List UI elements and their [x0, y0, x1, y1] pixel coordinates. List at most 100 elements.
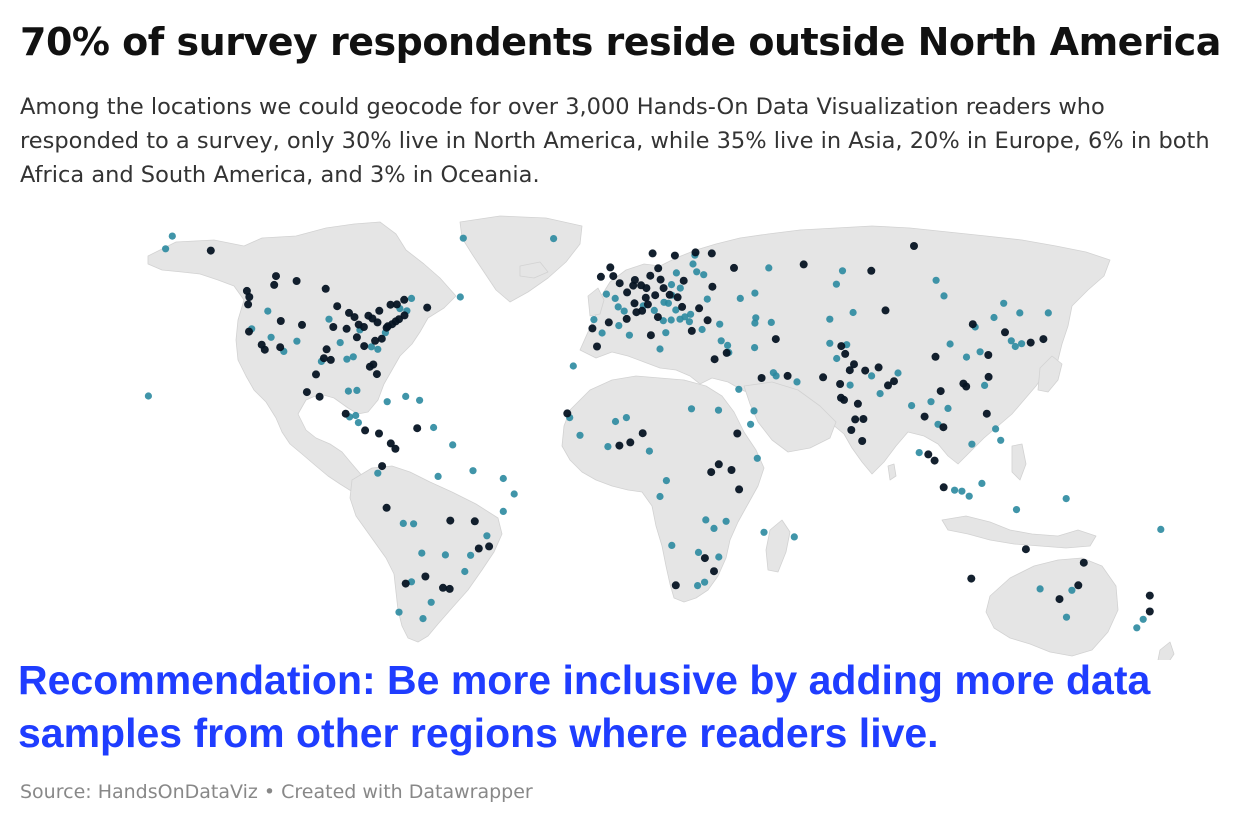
- survey-point: [691, 248, 700, 257]
- survey-point: [430, 423, 438, 432]
- survey-point: [371, 336, 380, 345]
- survey-point: [365, 362, 374, 371]
- new-zealand-shape: [1157, 641, 1175, 660]
- survey-point: [667, 281, 676, 289]
- survey-point: [668, 541, 676, 549]
- survey-point: [958, 487, 966, 495]
- survey-point: [1000, 299, 1008, 307]
- survey-point: [474, 544, 483, 553]
- survey-point: [890, 377, 898, 386]
- survey-point: [920, 412, 929, 421]
- survey-point: [402, 392, 410, 400]
- survey-point: [700, 554, 709, 563]
- survey-point: [648, 249, 657, 258]
- survey-point: [641, 293, 650, 302]
- survey-point: [651, 291, 660, 300]
- survey-point: [700, 271, 708, 279]
- survey-point: [707, 249, 716, 258]
- survey-point: [1007, 337, 1015, 345]
- survey-point: [767, 318, 775, 326]
- survey-point: [353, 386, 361, 394]
- survey-point: [751, 344, 759, 352]
- survey-point: [927, 398, 935, 406]
- survey-point: [695, 304, 704, 313]
- survey-point: [715, 553, 723, 561]
- survey-point: [662, 329, 670, 337]
- survey-point: [1157, 525, 1165, 533]
- survey-point: [859, 415, 868, 423]
- survey-point: [679, 276, 688, 285]
- survey-point: [510, 490, 518, 498]
- arabia-shape: [743, 381, 837, 453]
- survey-point: [319, 354, 328, 363]
- survey-point: [672, 306, 680, 314]
- survey-point: [837, 342, 846, 351]
- survey-point: [342, 324, 351, 333]
- south-america-shape: [349, 465, 503, 643]
- survey-point: [984, 372, 993, 381]
- survey-point: [499, 507, 507, 515]
- survey-point: [593, 342, 601, 351]
- survey-point: [386, 439, 395, 448]
- survey-point: [693, 268, 701, 276]
- survey-point: [373, 318, 382, 327]
- survey-point: [751, 289, 759, 297]
- survey-point: [395, 608, 403, 616]
- survey-point: [378, 462, 387, 471]
- survey-point: [665, 290, 674, 299]
- survey-point: [733, 429, 742, 438]
- north-america-shape: [147, 221, 457, 501]
- survey-point: [400, 295, 409, 304]
- survey-point: [881, 306, 890, 315]
- madagascar-shape: [765, 519, 791, 573]
- survey-point: [727, 466, 736, 474]
- survey-point: [622, 314, 631, 323]
- survey-point: [395, 315, 403, 324]
- survey-point: [270, 280, 279, 289]
- survey-point: [968, 440, 976, 448]
- survey-point: [615, 322, 623, 330]
- survey-point: [392, 300, 401, 309]
- survey-point: [671, 581, 680, 590]
- survey-point: [752, 314, 760, 322]
- datawrapper-credit: Created with Datawrapper: [281, 781, 533, 803]
- survey-point: [858, 437, 867, 445]
- survey-point: [315, 392, 324, 401]
- chart-footer: Source: HandsOnDataViz • Created with Da…: [20, 781, 533, 803]
- survey-point: [620, 307, 628, 315]
- survey-point: [264, 307, 272, 315]
- survey-point: [932, 276, 940, 284]
- survey-point: [757, 374, 766, 382]
- survey-point: [637, 281, 646, 290]
- survey-point: [445, 584, 454, 593]
- survey-point: [606, 263, 615, 272]
- survey-point: [676, 315, 684, 323]
- survey-point: [563, 409, 572, 418]
- survey-point: [1145, 591, 1154, 600]
- survey-point: [630, 299, 639, 308]
- survey-point: [367, 343, 375, 351]
- philippines-shape: [1011, 443, 1027, 481]
- survey-point: [375, 306, 384, 315]
- survey-point: [676, 284, 684, 292]
- survey-point: [962, 353, 971, 361]
- survey-point: [206, 246, 215, 255]
- survey-point: [469, 467, 477, 475]
- survey-point: [596, 272, 605, 281]
- survey-point: [708, 282, 717, 291]
- recommendation-note: Recommendation: Be more inclusive by add…: [18, 657, 1151, 756]
- survey-point: [908, 402, 916, 410]
- survey-point: [659, 317, 667, 325]
- survey-point: [861, 366, 870, 375]
- survey-point: [650, 306, 658, 314]
- survey-point: [499, 474, 507, 483]
- survey-point: [421, 572, 430, 581]
- survey-point: [851, 415, 860, 424]
- survey-point: [874, 363, 883, 372]
- survey-point: [276, 317, 285, 325]
- survey-point: [672, 269, 681, 277]
- survey-point: [354, 419, 362, 427]
- survey-point: [386, 300, 395, 309]
- survey-point: [326, 355, 335, 364]
- survey-point: [656, 345, 664, 353]
